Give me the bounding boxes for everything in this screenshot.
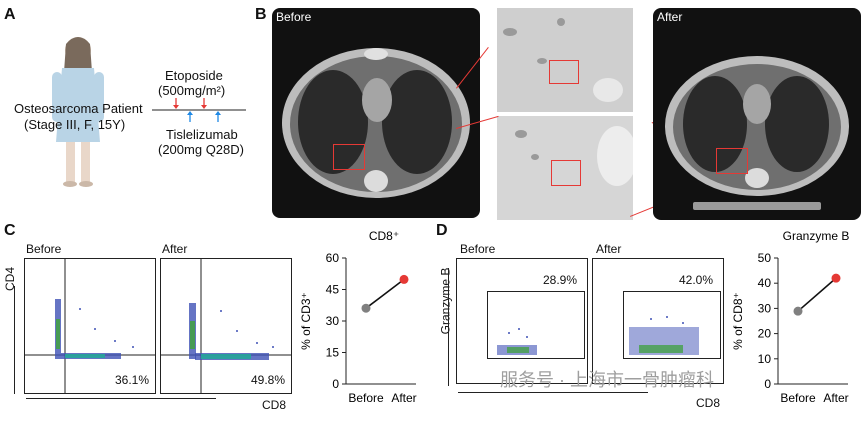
flow-d-before-gate	[487, 291, 585, 359]
cd8-chart-y-tick-label: 15	[326, 346, 340, 360]
flow-c-after-plot: 49.8%	[160, 258, 292, 394]
flow-d-after-label: After	[596, 242, 622, 256]
drug2-label: Tislelizumab	[166, 127, 238, 142]
flow-d-after-percent: 42.0%	[678, 273, 713, 287]
granzyme-chart-y-tick-label: 0	[764, 377, 771, 391]
ct-before-image: Before	[272, 8, 480, 218]
cd8-chart-y-tick-label: 0	[332, 377, 339, 391]
granzyme-chart-y-tick-label: 10	[758, 352, 772, 366]
flow-c-before-percent: 36.1%	[114, 373, 149, 387]
ct-after-image: After	[653, 8, 861, 220]
cd8-chart-x-tick-label: Before	[348, 391, 384, 405]
watermark-text: 服务号 · 上海市一骨肿瘤科	[500, 370, 714, 390]
flow-c-x-axis	[26, 398, 216, 399]
flow-c-y-axis	[14, 286, 15, 394]
panel-c-letter: C	[4, 222, 16, 239]
ct-before-roi	[333, 144, 365, 170]
granzyme-chart-x-tick-label: After	[823, 391, 848, 405]
cd8-chart-y-tick-label: 45	[326, 283, 340, 297]
zoom-after-roi	[551, 160, 581, 186]
flow-c-before-label: Before	[26, 242, 62, 256]
flow-d-after-gate	[623, 291, 721, 359]
patient-figure	[52, 37, 104, 187]
patient-detail: (Stage III, F, 15Y)	[24, 117, 126, 132]
granzyme-chart-title: Granzyme B	[783, 229, 850, 243]
drug1-label: Etoposide	[165, 68, 223, 83]
flow-d-before-percent: 28.9%	[542, 273, 577, 287]
granzyme-chart-point-before	[793, 306, 803, 316]
cd8-chart: CD8⁺ 0 15 30 45 60 % of CD3⁺ Before After	[299, 229, 417, 405]
granzyme-chart-y-label: % of CD8⁺	[731, 292, 745, 350]
panel-a-letter: A	[4, 6, 16, 23]
cd8-chart-connector-line	[365, 278, 405, 309]
ct-after-label: After	[657, 10, 683, 24]
panel-b-letter: B	[255, 6, 267, 23]
cd8-chart-point-before	[361, 303, 371, 313]
granzyme-chart-x-tick-label: Before	[780, 391, 816, 405]
flow-d-x-axis	[458, 392, 648, 393]
granzyme-chart-y-tick-label: 20	[758, 327, 772, 341]
patient-title: Osteosarcoma Patient	[14, 101, 143, 116]
ct-after-roi	[716, 148, 748, 174]
ct-before-label: Before	[276, 10, 312, 24]
flow-c-before-plot: 36.1%	[24, 258, 156, 394]
timeline	[152, 98, 246, 122]
cd8-chart-point-after	[399, 274, 409, 284]
granzyme-chart-y-tick-label: 40	[758, 276, 772, 290]
flow-d-y-axis-label: Granzyme B	[438, 267, 453, 335]
flow-c-x-axis-label: CD8	[262, 398, 287, 412]
flow-d-x-axis-label: CD8	[696, 396, 721, 410]
flow-d-before-label: Before	[460, 242, 496, 256]
flow-c-after-percent: 49.8%	[250, 373, 285, 387]
granzyme-chart-y-tick-label: 50	[758, 251, 772, 265]
cd8-chart-title: CD8⁺	[369, 229, 399, 243]
drug1-dose: (500mg/m²)	[158, 83, 226, 98]
cd8-chart-y-tick-label: 60	[326, 251, 340, 265]
drug2-dose: (200mg Q28D)	[158, 142, 244, 157]
cd8-chart-y-tick-label: 30	[326, 314, 340, 328]
panel-d-letter: D	[436, 222, 448, 239]
flow-d-y-axis	[448, 268, 449, 386]
cd8-chart-y-label: % of CD3⁺	[299, 292, 313, 350]
granzyme-chart-point-after	[831, 273, 841, 283]
granzyme-b-chart: Granzyme B 0 10 20 30 40 50 % of CD8⁺ Before Afte…	[731, 229, 850, 405]
flow-d-after-plot: 42.0%	[592, 258, 724, 384]
flow-c-after-label: After	[162, 242, 188, 256]
granzyme-chart-y-tick-label: 30	[758, 301, 772, 315]
zoom-after-image	[497, 116, 633, 220]
cd8-chart-x-tick-label: After	[391, 391, 416, 405]
flow-d-before-plot: 28.9%	[456, 258, 588, 384]
zoom-before-roi	[549, 60, 579, 84]
granzyme-chart-connector-line	[797, 277, 837, 312]
